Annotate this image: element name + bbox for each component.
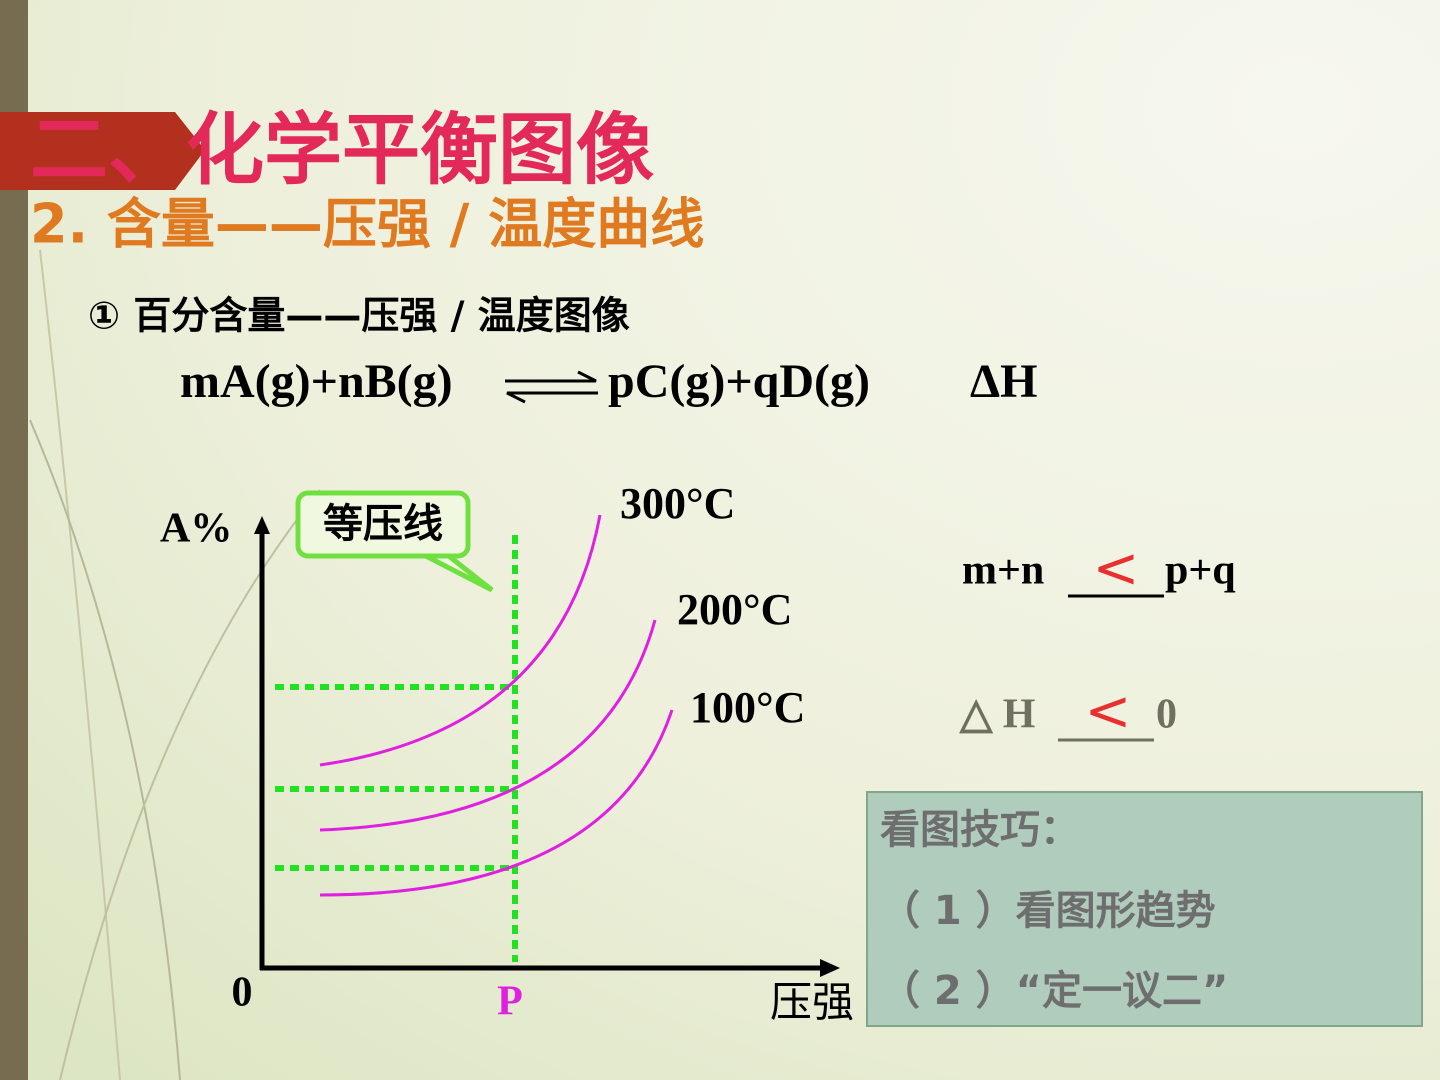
curve-300	[319, 514, 602, 767]
curve-label: 100°C	[690, 683, 805, 732]
x-axis-label: 压强	[770, 978, 854, 1027]
answer-right: p+q	[1165, 548, 1236, 594]
decoration	[59, 489, 321, 1080]
curve-100	[319, 709, 674, 897]
answer-right: 0	[1156, 692, 1177, 738]
answer-left: △ H	[959, 692, 1035, 738]
title: 二、化学平衡图像	[30, 105, 654, 195]
tips-item: （ 1 ）看图形趋势	[880, 888, 1216, 934]
curve-200	[319, 619, 657, 832]
dotted-guides	[275, 535, 518, 962]
equation-right: pC(g)+qD(g)	[608, 355, 870, 408]
equilibrium-arrows	[505, 370, 598, 404]
axes	[254, 516, 840, 977]
answer-left: m+n	[962, 548, 1044, 594]
tips-box	[866, 791, 1423, 1027]
tips-item: （ 2 ）“定一议二”	[880, 968, 1228, 1014]
decoration	[39, 249, 121, 1080]
heading: ① 百分含量——压强 / 温度图像	[88, 294, 630, 338]
answer: <	[1085, 679, 1132, 744]
enthalpy: ΔH	[970, 355, 1037, 408]
callout: 等压线	[323, 501, 443, 547]
subtitle: 2. 含量——压强 / 温度曲线	[30, 193, 704, 256]
decoration	[29, 419, 181, 1080]
p-label: P	[497, 979, 523, 1025]
answer: <	[1093, 536, 1140, 601]
curve-label: 200°C	[677, 585, 792, 634]
curves	[319, 514, 674, 897]
origin-label: 0	[232, 970, 253, 1016]
equation-left: mA(g)+nB(g)	[180, 355, 453, 408]
curve-label: 300°C	[620, 479, 735, 528]
tips-title: 看图技巧：	[880, 807, 1080, 853]
y-axis-label: A%	[160, 506, 232, 552]
callout-box	[295, 490, 471, 559]
title-banner	[0, 112, 205, 190]
